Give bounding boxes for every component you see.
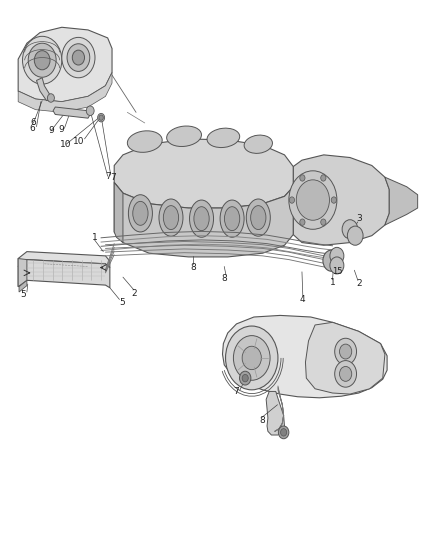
- Polygon shape: [114, 182, 123, 243]
- Circle shape: [242, 374, 248, 382]
- Circle shape: [300, 175, 305, 181]
- Text: 7: 7: [105, 172, 110, 181]
- Ellipse shape: [246, 199, 270, 236]
- Ellipse shape: [220, 200, 244, 237]
- Circle shape: [300, 219, 305, 225]
- Circle shape: [233, 336, 270, 380]
- Circle shape: [22, 36, 62, 84]
- Text: 15: 15: [332, 268, 342, 276]
- Circle shape: [47, 94, 54, 102]
- Circle shape: [330, 247, 344, 264]
- Polygon shape: [114, 182, 293, 257]
- Circle shape: [226, 326, 278, 390]
- Text: 10: 10: [60, 140, 72, 149]
- Circle shape: [72, 50, 85, 65]
- Circle shape: [339, 367, 352, 381]
- Polygon shape: [266, 391, 285, 435]
- Circle shape: [67, 44, 90, 71]
- Text: 6: 6: [29, 124, 35, 133]
- Circle shape: [289, 197, 294, 203]
- Ellipse shape: [194, 207, 209, 231]
- Circle shape: [335, 361, 357, 387]
- Ellipse shape: [224, 207, 240, 231]
- Polygon shape: [18, 259, 27, 287]
- Text: 1: 1: [330, 278, 336, 287]
- Text: 3: 3: [356, 214, 362, 223]
- Polygon shape: [19, 280, 27, 292]
- Text: 2: 2: [131, 288, 137, 297]
- Text: 1: 1: [92, 233, 97, 242]
- Text: 6: 6: [31, 118, 36, 127]
- Circle shape: [331, 197, 336, 203]
- Ellipse shape: [166, 126, 201, 147]
- Circle shape: [240, 371, 251, 385]
- Polygon shape: [18, 260, 110, 288]
- Ellipse shape: [244, 135, 272, 154]
- Circle shape: [98, 114, 105, 122]
- Ellipse shape: [128, 195, 152, 232]
- Text: 4: 4: [300, 295, 306, 304]
- Polygon shape: [293, 155, 389, 245]
- Circle shape: [347, 226, 363, 245]
- Text: 9: 9: [58, 125, 64, 134]
- Polygon shape: [114, 139, 293, 208]
- Circle shape: [330, 257, 344, 274]
- Ellipse shape: [127, 131, 162, 152]
- Ellipse shape: [207, 128, 240, 148]
- Circle shape: [99, 115, 103, 120]
- Ellipse shape: [133, 201, 148, 225]
- Text: 8: 8: [190, 263, 196, 272]
- Polygon shape: [36, 78, 52, 101]
- Circle shape: [339, 344, 352, 359]
- Circle shape: [296, 180, 329, 220]
- Circle shape: [323, 250, 340, 271]
- Ellipse shape: [251, 206, 266, 230]
- Text: 10: 10: [73, 137, 84, 146]
- Circle shape: [279, 426, 289, 439]
- Polygon shape: [385, 177, 418, 225]
- Polygon shape: [18, 72, 112, 112]
- Text: 8: 8: [221, 273, 227, 282]
- Circle shape: [62, 37, 95, 78]
- Circle shape: [342, 220, 358, 239]
- Circle shape: [28, 43, 56, 77]
- Ellipse shape: [163, 206, 179, 230]
- Text: 7: 7: [233, 387, 239, 396]
- Circle shape: [321, 175, 326, 181]
- Circle shape: [86, 106, 94, 116]
- Text: 9: 9: [48, 126, 54, 135]
- Polygon shape: [18, 252, 110, 268]
- Polygon shape: [305, 322, 385, 394]
- Ellipse shape: [159, 199, 183, 236]
- Circle shape: [34, 51, 50, 70]
- Text: 2: 2: [356, 279, 361, 288]
- Circle shape: [281, 429, 287, 436]
- Circle shape: [289, 171, 337, 229]
- Polygon shape: [53, 107, 90, 118]
- Circle shape: [335, 338, 357, 365]
- Polygon shape: [223, 316, 387, 398]
- Text: 5: 5: [119, 298, 125, 307]
- Ellipse shape: [190, 200, 214, 237]
- Circle shape: [321, 219, 326, 225]
- Text: 5: 5: [21, 289, 26, 298]
- Polygon shape: [18, 27, 112, 102]
- Circle shape: [242, 346, 261, 369]
- Text: 8: 8: [260, 416, 265, 425]
- Text: 7: 7: [110, 173, 116, 182]
